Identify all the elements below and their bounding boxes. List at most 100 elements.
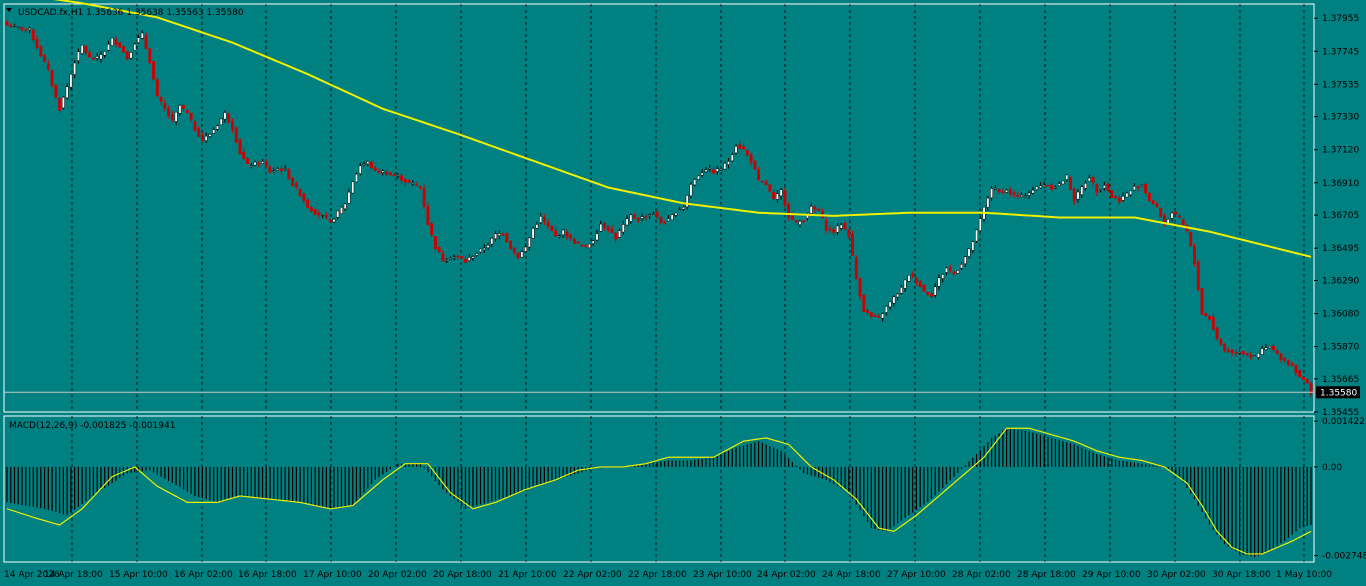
candle-body[interactable] xyxy=(148,48,152,64)
candle-body[interactable] xyxy=(482,247,486,251)
candle-body[interactable] xyxy=(794,220,798,223)
candle-body[interactable] xyxy=(1121,196,1125,201)
candle-body[interactable] xyxy=(1166,218,1170,224)
candle-body[interactable] xyxy=(520,251,524,258)
candle-body[interactable] xyxy=(163,103,167,109)
candle-body[interactable] xyxy=(1294,365,1298,374)
candle-body[interactable] xyxy=(787,203,791,218)
candle-body[interactable] xyxy=(888,301,892,308)
candle-body[interactable] xyxy=(332,218,336,223)
candle-body[interactable] xyxy=(554,230,558,237)
candle-body[interactable] xyxy=(802,220,806,222)
candle-body[interactable] xyxy=(1114,196,1118,199)
candle-body[interactable] xyxy=(291,177,295,186)
candle-body[interactable] xyxy=(681,206,685,210)
candle-body[interactable] xyxy=(257,162,261,165)
candle-body[interactable] xyxy=(783,190,787,206)
candle-body[interactable] xyxy=(283,168,287,170)
candle-body[interactable] xyxy=(219,118,223,126)
candle-body[interactable] xyxy=(272,170,276,172)
candle-body[interactable] xyxy=(866,310,870,314)
candle-body[interactable] xyxy=(535,224,539,229)
candle-body[interactable] xyxy=(565,232,569,238)
candle-body[interactable] xyxy=(456,255,460,258)
candle-body[interactable] xyxy=(185,110,189,113)
candle-body[interactable] xyxy=(1279,353,1283,360)
candle-body[interactable] xyxy=(899,287,903,294)
candle-body[interactable] xyxy=(448,258,452,260)
candle-body[interactable] xyxy=(497,233,501,236)
candle-body[interactable] xyxy=(775,193,779,200)
candle-body[interactable] xyxy=(539,216,543,223)
candle-body[interactable] xyxy=(13,25,16,27)
candle-body[interactable] xyxy=(294,183,298,188)
candle-body[interactable] xyxy=(464,258,467,263)
candle-body[interactable] xyxy=(223,112,227,120)
candle-body[interactable] xyxy=(1223,343,1227,351)
candle-body[interactable] xyxy=(655,211,659,217)
candle-body[interactable] xyxy=(1005,189,1009,193)
candle-body[interactable] xyxy=(1241,351,1245,355)
candle-body[interactable] xyxy=(1095,184,1099,193)
candle-body[interactable] xyxy=(993,187,997,190)
candle-body[interactable] xyxy=(35,38,39,48)
candle-body[interactable] xyxy=(1151,200,1155,205)
candle-body[interactable] xyxy=(73,62,77,75)
candle-body[interactable] xyxy=(174,111,178,122)
candle-body[interactable] xyxy=(809,206,813,214)
candle-body[interactable] xyxy=(914,277,918,283)
candle-body[interactable] xyxy=(854,257,858,280)
candle-body[interactable] xyxy=(159,97,163,102)
candle-body[interactable] xyxy=(918,281,922,288)
candle-body[interactable] xyxy=(253,161,257,166)
candle-body[interactable] xyxy=(118,42,122,48)
candle-body[interactable] xyxy=(621,224,625,233)
candle-body[interactable] xyxy=(268,166,272,173)
candle-body[interactable] xyxy=(9,25,13,28)
candle-body[interactable] xyxy=(321,214,325,216)
candle-body[interactable] xyxy=(403,178,407,183)
candle-body[interactable] xyxy=(475,253,479,256)
candle-body[interactable] xyxy=(1132,186,1136,191)
candle-body[interactable] xyxy=(1020,194,1024,198)
candle-body[interactable] xyxy=(1125,192,1129,198)
candle-body[interactable] xyxy=(437,246,441,253)
candle-body[interactable] xyxy=(727,161,730,165)
candle-body[interactable] xyxy=(1129,190,1133,195)
candle-body[interactable] xyxy=(197,128,201,137)
candle-body[interactable] xyxy=(986,197,990,208)
candle-body[interactable] xyxy=(351,181,355,194)
candle-body[interactable] xyxy=(524,246,528,252)
candle-body[interactable] xyxy=(546,222,550,227)
candle-body[interactable] xyxy=(441,253,445,262)
candle-body[interactable] xyxy=(189,112,193,120)
candle-body[interactable] xyxy=(99,54,103,60)
candle-body[interactable] xyxy=(242,151,246,159)
candle-body[interactable] xyxy=(445,260,449,262)
candle-body[interactable] xyxy=(1249,354,1253,358)
candle-body[interactable] xyxy=(557,235,561,237)
candle-body[interactable] xyxy=(76,51,80,61)
candle-body[interactable] xyxy=(1260,348,1264,355)
candle-body[interactable] xyxy=(1099,189,1103,191)
candle-body[interactable] xyxy=(28,27,31,31)
candle-body[interactable] xyxy=(1211,317,1215,330)
candle-body[interactable] xyxy=(452,256,456,259)
candle-body[interactable] xyxy=(606,226,610,231)
candle-body[interactable] xyxy=(479,248,482,253)
candle-body[interactable] xyxy=(730,154,734,162)
candle-body[interactable] xyxy=(700,172,704,176)
candle-body[interactable] xyxy=(1193,246,1196,264)
candle-body[interactable] xyxy=(238,139,242,155)
candle-body[interactable] xyxy=(723,162,727,170)
candle-body[interactable] xyxy=(1140,184,1144,187)
candle-body[interactable] xyxy=(884,306,888,313)
candle-body[interactable] xyxy=(215,125,219,130)
candle-body[interactable] xyxy=(358,165,362,174)
candle-body[interactable] xyxy=(1106,183,1110,192)
candle-body[interactable] xyxy=(618,230,621,238)
candle-body[interactable] xyxy=(103,51,107,56)
candle-body[interactable] xyxy=(742,146,746,150)
candle-body[interactable] xyxy=(644,216,648,219)
